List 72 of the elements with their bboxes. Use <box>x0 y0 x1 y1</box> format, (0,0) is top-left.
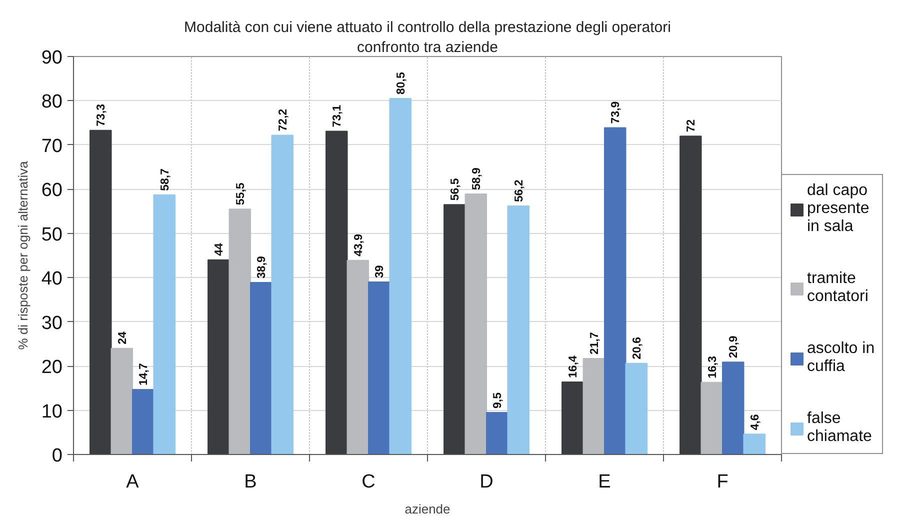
bar <box>326 130 348 454</box>
bar <box>486 412 508 454</box>
data-label: 72 <box>686 119 698 132</box>
bar <box>271 134 294 454</box>
x-tick-label: B <box>244 472 257 492</box>
y-tick-label: 70 <box>41 136 63 157</box>
y-axis-title: % di risposte per ogni alternativa <box>15 160 30 350</box>
y-tick-label: 30 <box>41 312 63 334</box>
bar <box>700 382 723 454</box>
bar <box>582 358 605 454</box>
y-tick-label: 40 <box>41 268 63 290</box>
x-tick-label: E <box>598 472 611 492</box>
data-label: 14,7 <box>138 363 150 386</box>
bar <box>368 282 390 454</box>
bar <box>562 381 584 454</box>
data-label: 38,9 <box>256 256 268 278</box>
x-tick-label: F <box>716 472 728 492</box>
y-tick-label: 80 <box>41 92 63 113</box>
data-label: 4,6 <box>749 414 762 430</box>
x-axis-title: aziende <box>404 502 450 516</box>
legend-label: tramite contatori <box>807 270 868 306</box>
chart-subtitle: confronto tra aziende <box>357 39 498 56</box>
bar <box>110 348 133 454</box>
chart-title: Modalità con cui viene attuato il controllo della prestazione degli operatori <box>184 19 671 36</box>
data-label: 9,5 <box>492 392 504 408</box>
data-label: 56,2 <box>513 180 526 202</box>
legend-label: dal capo presente in sala <box>807 182 870 236</box>
data-label: 58,9 <box>470 168 483 190</box>
bar <box>228 208 251 454</box>
bar <box>743 434 766 454</box>
bar <box>722 362 744 454</box>
data-label: 55,5 <box>234 182 247 206</box>
data-label: 56,5 <box>450 178 462 201</box>
data-label: 72,2 <box>277 108 290 132</box>
data-label: 24 <box>116 330 129 344</box>
bar <box>208 259 230 454</box>
bar <box>625 362 648 454</box>
x-tick-label: A <box>126 472 140 492</box>
x-tick-label: C <box>362 472 376 492</box>
y-tick-label: 90 <box>41 48 63 68</box>
data-label: 16,4 <box>568 354 580 378</box>
data-label: 80,5 <box>395 72 408 95</box>
data-label: 20,9 <box>728 336 740 358</box>
bar <box>250 282 272 454</box>
bar <box>153 194 176 454</box>
bar <box>464 194 487 454</box>
data-label: 73,1 <box>332 104 344 128</box>
bar <box>132 388 154 454</box>
bar <box>346 260 369 454</box>
y-tick-label: 0 <box>52 446 63 466</box>
data-label: 73,3 <box>96 104 108 126</box>
x-tick-label: D <box>480 472 494 492</box>
data-label: 43,9 <box>352 234 365 256</box>
data-label: 44 <box>214 242 226 256</box>
data-label: 73,9 <box>610 101 622 124</box>
bar <box>444 204 466 454</box>
data-label: 20,6 <box>631 337 644 360</box>
y-tick-label: 10 <box>41 401 63 422</box>
bar <box>604 127 626 454</box>
data-label: 39 <box>374 265 386 278</box>
legend-label: ascolto in cuffia <box>807 340 875 376</box>
y-tick-label: 60 <box>41 180 63 202</box>
bar <box>90 130 112 454</box>
bar <box>507 205 530 454</box>
y-tick-label: 20 <box>41 357 63 378</box>
y-tick-label: 50 <box>41 224 63 246</box>
data-label: 58,7 <box>159 168 172 191</box>
data-label: 16,3 <box>706 356 719 378</box>
bar <box>680 136 702 454</box>
data-label: 21,7 <box>588 332 601 355</box>
legend-label: false chiamate <box>807 410 872 446</box>
bar <box>389 98 412 454</box>
